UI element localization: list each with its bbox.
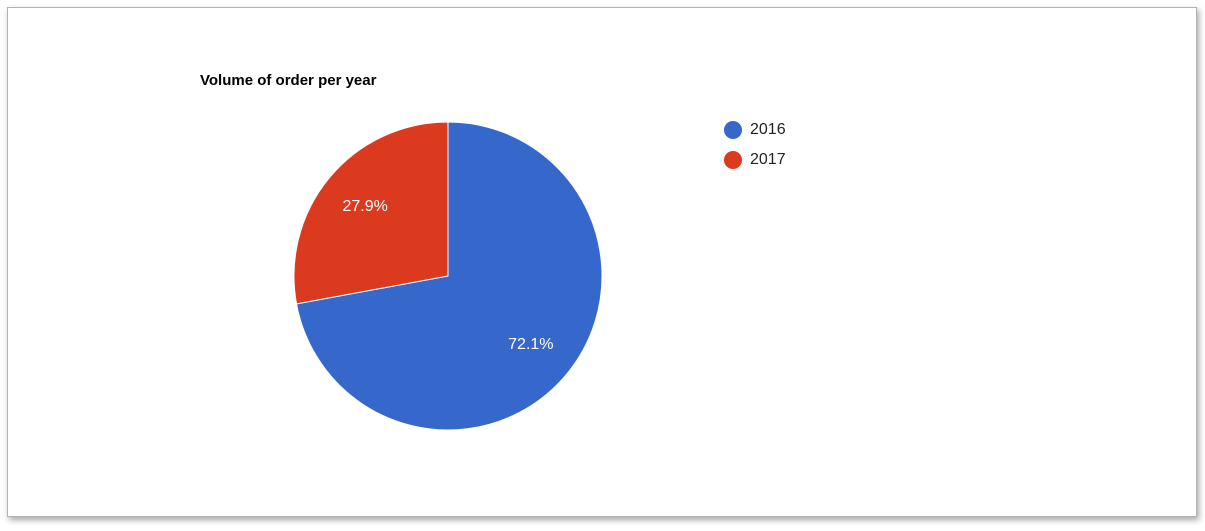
- legend-item-2016[interactable]: 2016: [724, 120, 786, 140]
- legend-label-2016: 2016: [750, 121, 786, 138]
- pie-slice-2016[interactable]: [295, 121, 603, 431]
- pie-slice-label-2016: 72.1%: [508, 336, 553, 353]
- chart-legend: 2016 2017: [724, 120, 786, 180]
- legend-label-2017: 2017: [750, 151, 786, 168]
- chart-title: Volume of order per year: [200, 72, 377, 89]
- pie-slice-label-2017: 27.9%: [342, 198, 387, 215]
- legend-swatch-2017: [724, 151, 742, 169]
- legend-item-2017[interactable]: 2017: [724, 150, 786, 170]
- chart-frame: [7, 7, 1197, 517]
- pie-slice-2017[interactable]: [293, 121, 449, 305]
- legend-swatch-2016: [724, 121, 742, 139]
